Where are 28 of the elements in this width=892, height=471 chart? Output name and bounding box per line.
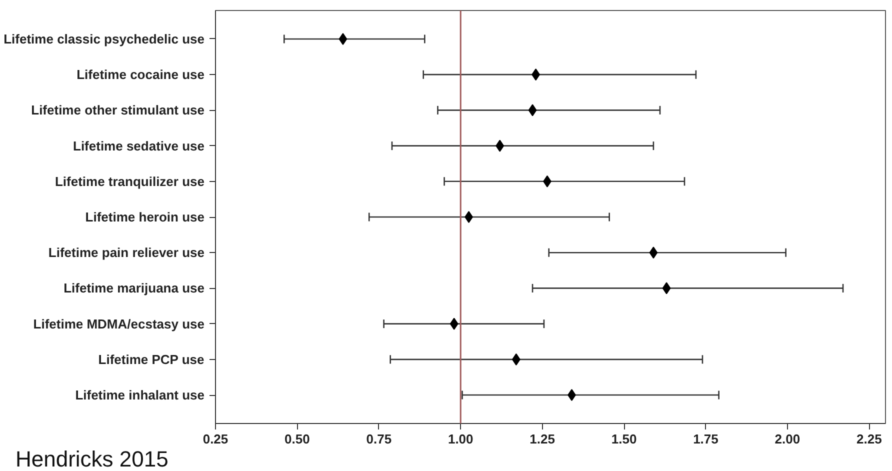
y-tick-label: Lifetime cocaine use — [76, 67, 205, 82]
y-tick-label: Lifetime marijuana use — [64, 280, 205, 296]
point — [528, 104, 537, 116]
y-tick-label: Lifetime inhalant use — [75, 388, 205, 403]
x-tick-label: 1.25 — [530, 432, 555, 446]
x-tick-label: 2.25 — [856, 432, 882, 446]
y-tick-label: Lifetime MDMA/ecstasy use — [33, 316, 205, 332]
x-tick-label: 1.75 — [693, 432, 718, 446]
point — [450, 318, 458, 330]
point — [464, 211, 473, 223]
x-tick-label: 0.25 — [202, 432, 228, 446]
y-tick-label: Lifetime other stimulant use — [31, 102, 205, 118]
x-tick-label: 2.00 — [774, 432, 800, 446]
y-tick-label: Lifetime heroin use — [85, 210, 205, 224]
point — [662, 282, 671, 294]
text: Hendricks 2015 — [16, 446, 168, 471]
y-tick-label: Lifetime pain reliever use — [48, 245, 205, 260]
x-tick-label: 0.50 — [284, 432, 310, 446]
x-tick-label: 1.50 — [611, 432, 637, 446]
x-tick-label: 1.00 — [448, 432, 474, 446]
x-tick-label: 0.75 — [366, 432, 392, 446]
point — [496, 140, 504, 152]
y-tick-label: Lifetime tranquilizer use — [54, 174, 205, 189]
y-tick-label: Lifetime classic psychedelic use — [4, 31, 205, 46]
y-tick-label: Lifetime sedative use — [73, 138, 204, 154]
y-tick-label: Lifetime PCP use — [98, 352, 204, 367]
point — [649, 246, 658, 259]
point — [338, 32, 348, 45]
